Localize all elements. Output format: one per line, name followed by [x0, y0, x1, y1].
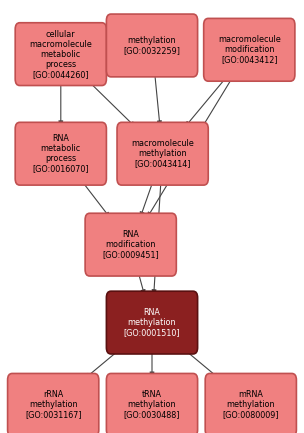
Text: methylation
[GO:0032259]: methylation [GO:0032259]: [123, 36, 181, 55]
Text: macromolecule
methylation
[GO:0043414]: macromolecule methylation [GO:0043414]: [131, 139, 194, 168]
Text: RNA
methylation
[GO:0001510]: RNA methylation [GO:0001510]: [124, 308, 180, 337]
FancyBboxPatch shape: [15, 23, 106, 86]
FancyBboxPatch shape: [106, 291, 198, 354]
FancyBboxPatch shape: [8, 373, 99, 433]
Text: mRNA
methylation
[GO:0080009]: mRNA methylation [GO:0080009]: [223, 390, 279, 420]
FancyBboxPatch shape: [204, 18, 295, 81]
Text: RNA
metabolic
process
[GO:0016070]: RNA metabolic process [GO:0016070]: [33, 134, 89, 173]
Text: RNA
modification
[GO:0009451]: RNA modification [GO:0009451]: [102, 230, 159, 259]
FancyBboxPatch shape: [106, 14, 198, 77]
Text: tRNA
methylation
[GO:0030488]: tRNA methylation [GO:0030488]: [124, 390, 180, 420]
Text: rRNA
methylation
[GO:0031167]: rRNA methylation [GO:0031167]: [25, 390, 81, 420]
Text: cellular
macromolecule
metabolic
process
[GO:0044260]: cellular macromolecule metabolic process…: [29, 29, 92, 79]
FancyBboxPatch shape: [106, 373, 198, 433]
FancyBboxPatch shape: [205, 373, 296, 433]
Text: macromolecule
modification
[GO:0043412]: macromolecule modification [GO:0043412]: [218, 35, 281, 65]
FancyBboxPatch shape: [85, 213, 176, 276]
FancyBboxPatch shape: [15, 122, 106, 185]
FancyBboxPatch shape: [117, 122, 208, 185]
